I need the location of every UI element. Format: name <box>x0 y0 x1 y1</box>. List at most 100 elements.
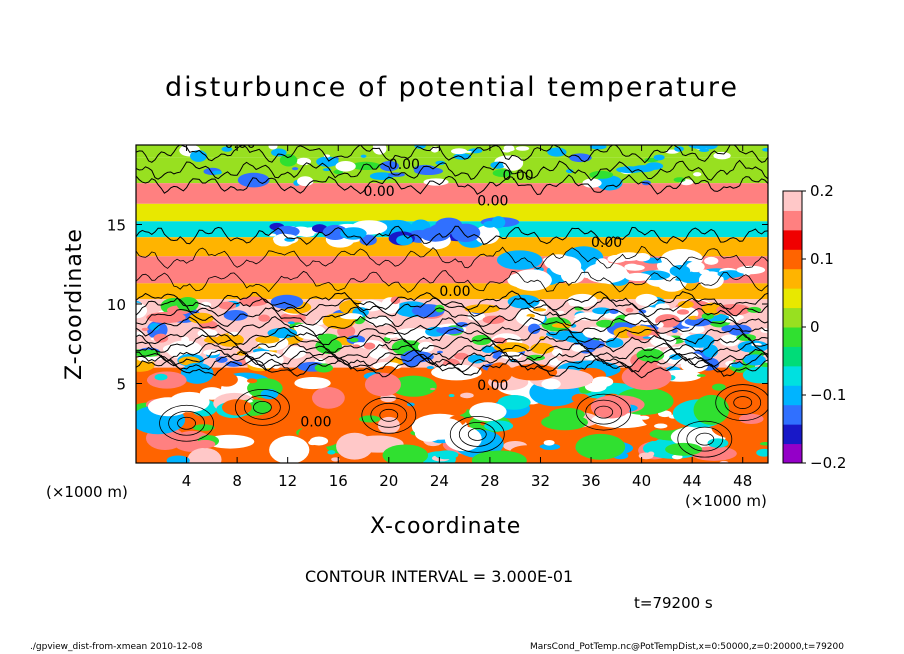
field-texture <box>653 154 665 161</box>
field-texture <box>570 323 577 328</box>
field-texture <box>331 457 340 462</box>
colorbar-tick-label: 0.1 <box>810 250 834 268</box>
contour-interval-text: CONTOUR INTERVAL = 3.000E-01 <box>305 567 574 586</box>
field-texture <box>589 145 607 150</box>
field-texture <box>294 377 331 390</box>
heatmap-layer <box>136 203 768 222</box>
y-tick-label: 15 <box>107 217 126 235</box>
colorbar-swatch <box>783 210 802 231</box>
field-texture <box>451 148 468 155</box>
field-texture <box>637 415 650 420</box>
chart-title: disturbunce of potential temperature <box>165 72 739 103</box>
field-texture <box>742 366 768 384</box>
field-texture <box>136 302 148 319</box>
field-texture <box>349 337 359 343</box>
field-texture <box>418 341 434 353</box>
contour-line <box>159 404 214 442</box>
field-texture <box>247 378 258 384</box>
field-texture <box>223 309 248 321</box>
field-texture <box>471 450 527 463</box>
field-texture <box>336 432 374 460</box>
field-texture <box>625 307 634 313</box>
field-texture <box>176 296 199 312</box>
field-texture <box>448 393 455 398</box>
field-texture <box>483 220 497 228</box>
field-texture <box>215 372 238 387</box>
footer-right: MarsCond_PotTemp.nc@PotTempDist,x=0:5000… <box>530 642 844 652</box>
field-texture <box>582 327 608 339</box>
contour-line <box>177 416 196 430</box>
field-texture <box>539 443 561 451</box>
heatmap-layer <box>136 157 768 184</box>
field-texture <box>565 169 574 174</box>
x-tick-label: 32 <box>531 472 550 490</box>
field-texture <box>212 170 223 175</box>
field-texture <box>501 149 511 153</box>
field-texture <box>492 169 513 178</box>
colorbar-tick-label: 0 <box>810 318 820 336</box>
contour-label: 0.00 <box>224 136 255 152</box>
contour-line <box>724 390 762 415</box>
time-stamp: t=79200 s <box>634 594 713 612</box>
field-texture <box>698 148 710 153</box>
field-texture <box>451 223 481 243</box>
field-texture <box>454 352 469 360</box>
field-texture <box>582 178 602 188</box>
contour-line <box>136 326 768 346</box>
field-texture <box>696 374 706 377</box>
colorbar-swatch <box>783 346 802 367</box>
field-texture <box>314 363 333 373</box>
field-texture <box>422 417 463 435</box>
colorbar-swatch <box>783 249 802 270</box>
field-texture <box>762 147 768 152</box>
field-texture <box>671 454 683 460</box>
field-texture <box>669 354 682 360</box>
field-texture <box>590 395 631 419</box>
contour-line <box>370 402 408 428</box>
colorbar-tick-label: −0.1 <box>810 386 846 404</box>
field-texture <box>645 162 664 170</box>
colorbar-swatch <box>783 385 802 406</box>
field-texture <box>385 334 397 339</box>
x-tick-label: 44 <box>683 472 702 490</box>
field-texture <box>467 354 486 364</box>
field-texture <box>569 302 579 307</box>
contour-line <box>715 384 768 421</box>
field-texture <box>589 170 614 179</box>
field-texture <box>743 389 766 401</box>
contour-label: 0.00 <box>591 235 622 251</box>
field-texture <box>760 328 768 333</box>
contour-line <box>594 405 614 419</box>
field-texture <box>647 451 655 457</box>
x-tick-label: 40 <box>632 472 651 490</box>
field-texture <box>721 325 737 333</box>
field-texture <box>268 145 278 150</box>
field-texture <box>206 335 213 342</box>
colorbar-tick-label: −0.2 <box>810 454 846 472</box>
field-texture <box>676 309 690 315</box>
field-texture <box>756 448 768 457</box>
field-texture <box>434 304 445 313</box>
field-texture <box>431 364 482 381</box>
field-texture <box>312 387 345 409</box>
contour-line <box>677 420 733 458</box>
field-texture <box>363 342 376 350</box>
colorbar: 0.2 0.1 0 −0.1 −0.2 <box>782 182 846 472</box>
field-texture <box>339 313 363 320</box>
field-texture <box>383 336 391 342</box>
field-texture <box>369 347 390 360</box>
field-texture <box>543 439 555 446</box>
contour-line <box>449 415 505 453</box>
x-tick-label: 4 <box>182 472 192 490</box>
contour-line <box>467 427 487 441</box>
field-texture <box>379 160 400 172</box>
field-texture <box>584 262 628 284</box>
contour-line <box>136 297 768 318</box>
contour-labels: 0.00 0.00 0.00 0.00 0.00 0.00 0.00 0.00 0.00 <box>224 136 622 430</box>
field-texture <box>674 146 684 152</box>
field-texture <box>382 444 429 463</box>
field-texture <box>377 416 400 434</box>
contour-line <box>136 348 768 369</box>
field-texture <box>360 154 367 158</box>
field-texture <box>688 325 705 334</box>
